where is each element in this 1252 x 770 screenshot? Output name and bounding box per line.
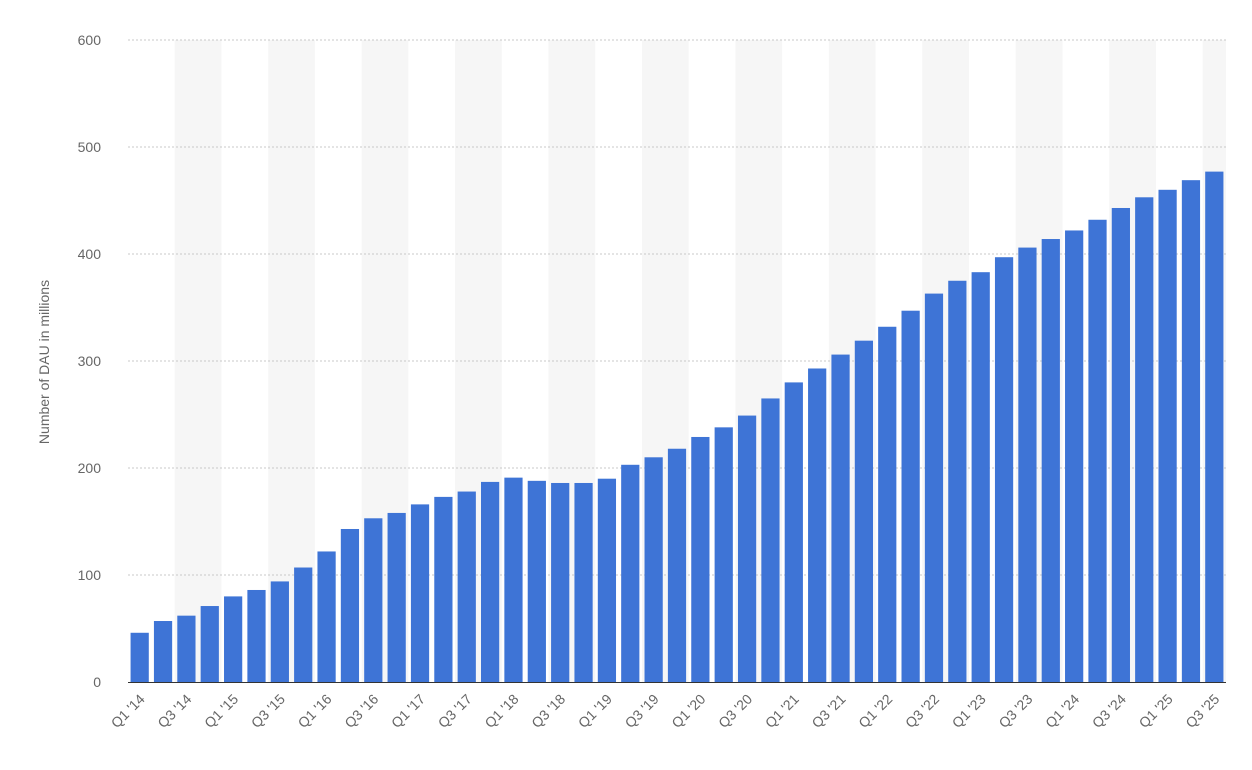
bar[interactable] [200, 606, 219, 682]
x-tick-label: Q3 '21 [808, 691, 848, 731]
bar[interactable] [457, 491, 476, 682]
bar[interactable] [878, 326, 897, 682]
bar[interactable] [1158, 189, 1177, 683]
bar[interactable] [994, 257, 1014, 682]
y-tick-label: 400 [78, 246, 102, 262]
bar[interactable] [621, 464, 640, 682]
bar[interactable] [1111, 207, 1130, 683]
x-tick-label: Q3 '16 [341, 691, 381, 731]
x-tick-label: Q1 '17 [388, 691, 428, 731]
bar[interactable] [784, 382, 803, 682]
bar[interactable] [691, 436, 710, 682]
x-tick-label: Q3 '23 [995, 691, 1035, 731]
bar[interactable] [1088, 219, 1107, 682]
x-tick-label: Q1 '21 [762, 691, 802, 731]
bar[interactable] [364, 518, 383, 682]
bar[interactable] [1135, 197, 1154, 683]
bar[interactable] [1018, 247, 1037, 682]
x-tick-label: Q3 '22 [902, 691, 942, 731]
x-tick-label: Q3 '19 [622, 691, 662, 731]
bar[interactable] [224, 596, 243, 682]
bar[interactable] [130, 632, 149, 682]
y-tick-label: 500 [78, 139, 102, 155]
bar[interactable] [901, 310, 920, 682]
x-tick-label: Q1 '16 [295, 691, 335, 731]
bar[interactable] [480, 481, 500, 682]
bar[interactable] [644, 457, 663, 682]
x-tick-label: Q3 '24 [1089, 691, 1129, 731]
bar[interactable] [317, 551, 336, 682]
x-tick-label: Q3 '15 [248, 691, 288, 731]
bar[interactable] [574, 482, 593, 682]
bar[interactable] [504, 477, 523, 682]
bar[interactable] [387, 512, 406, 682]
x-tick-label: Q1 '14 [108, 691, 148, 731]
x-tick-label: Q1 '15 [201, 691, 241, 731]
bar[interactable] [340, 528, 360, 682]
bar[interactable] [527, 480, 546, 682]
bar[interactable] [270, 581, 289, 682]
bar[interactable] [247, 589, 266, 682]
x-tick-label: Q1 '19 [575, 691, 615, 731]
bar[interactable] [551, 482, 570, 682]
bar[interactable] [948, 280, 967, 682]
y-tick-label: 300 [78, 353, 102, 369]
bar[interactable] [434, 496, 453, 682]
x-tick-label: Q1 '20 [668, 691, 708, 731]
bar[interactable] [808, 368, 827, 682]
bar[interactable] [854, 340, 874, 682]
bar[interactable] [761, 398, 780, 682]
bar[interactable] [410, 504, 430, 682]
x-tick-label: Q1 '24 [1042, 691, 1082, 731]
bar[interactable] [1065, 230, 1084, 682]
bar[interactable] [177, 615, 196, 682]
bar[interactable] [667, 448, 687, 682]
bar[interactable] [1041, 239, 1060, 682]
bar[interactable] [971, 272, 990, 682]
x-tick-label: Q3 '14 [154, 691, 194, 731]
bar[interactable] [831, 354, 850, 682]
y-axis-title: Number of DAU in millions [36, 280, 52, 444]
bar[interactable] [714, 427, 733, 682]
x-tick-label: Q1 '22 [855, 691, 895, 731]
x-tick-label: Q1 '25 [1136, 691, 1176, 731]
bar[interactable] [294, 567, 313, 682]
y-tick-label: 600 [78, 32, 102, 48]
bar[interactable] [597, 478, 617, 682]
x-tick-label: Q3 '20 [715, 691, 755, 731]
bar[interactable] [737, 415, 757, 682]
y-tick-label: 0 [93, 674, 101, 690]
x-tick-label: Q3 '18 [528, 691, 568, 731]
x-tick-label: Q3 '17 [435, 691, 475, 731]
y-tick-label: 200 [78, 460, 102, 476]
x-tick-label: Q1 '18 [481, 691, 521, 731]
bar[interactable] [1181, 180, 1201, 683]
bar[interactable] [1205, 171, 1224, 683]
y-tick-label: 100 [78, 567, 102, 583]
x-tick-label: Q3 '25 [1182, 691, 1222, 731]
bar[interactable] [153, 621, 173, 682]
bars [130, 171, 1224, 683]
bar[interactable] [924, 293, 944, 682]
x-tick-label: Q1 '23 [949, 691, 989, 731]
